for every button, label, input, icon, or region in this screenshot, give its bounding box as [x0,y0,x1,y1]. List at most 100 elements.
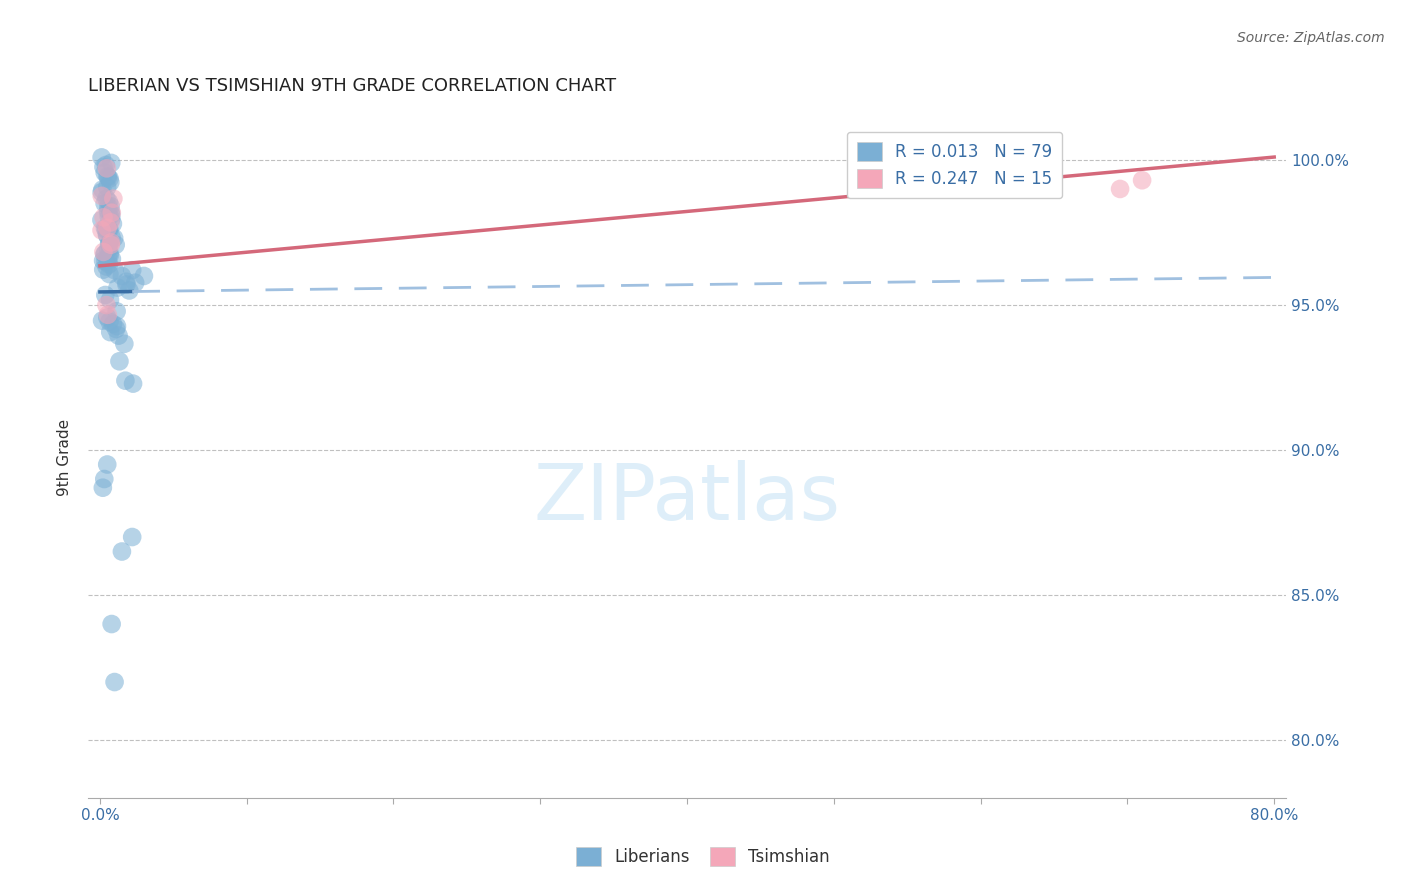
Point [97,204,120,219]
Point [121,530,143,544]
Point [90,223,112,237]
Point [93,472,115,486]
Point [115,275,138,289]
Point [100,205,122,219]
Point [97,170,120,185]
Point [90,150,112,164]
Point [121,263,143,277]
Point [96,180,118,194]
Point [90,213,112,227]
Point [98,246,121,260]
Point [100,235,122,250]
Point [94,221,117,235]
Point [132,268,155,283]
Point [100,237,122,252]
Point [101,252,124,266]
Point [100,617,122,632]
Point [96,227,118,242]
Point [107,280,129,294]
Point [90,185,112,199]
Point [1130,173,1153,187]
Y-axis label: 9th Grade: 9th Grade [58,418,72,496]
Point [97,200,120,214]
Point [103,231,125,245]
Point [94,158,117,172]
Point [93,244,115,259]
Point [98,314,121,328]
Point [91,253,114,268]
Point [94,247,117,261]
Point [101,206,124,220]
Point [90,189,112,203]
Point [105,304,128,318]
Point [97,251,120,265]
Point [111,544,134,558]
Point [93,247,115,261]
Point [103,675,125,690]
Point [98,223,121,237]
Point [98,325,121,339]
Point [96,260,118,274]
Point [1109,182,1132,196]
Point [93,211,115,225]
Legend: R = 0.013   N = 79, R = 0.247   N = 15: R = 0.013 N = 79, R = 0.247 N = 15 [846,132,1062,198]
Point [96,228,118,243]
Point [100,215,122,229]
Point [98,248,121,262]
Point [93,196,115,211]
Point [96,298,118,312]
Point [105,322,128,336]
Point [100,211,122,226]
Point [96,161,118,176]
Point [94,254,117,268]
Point [98,257,121,271]
Text: LIBERIAN VS TSIMSHIAN 9TH GRADE CORRELATION CHART: LIBERIAN VS TSIMSHIAN 9TH GRADE CORRELAT… [89,78,616,95]
Point [96,192,118,206]
Point [98,175,121,189]
Point [98,236,121,251]
Point [101,317,124,331]
Point [100,230,122,244]
Point [91,313,114,327]
Point [100,208,122,222]
Point [96,458,118,472]
Point [96,310,118,325]
Point [98,171,121,186]
Point [97,242,120,256]
Point [100,199,122,213]
Point [97,194,120,209]
Point [107,328,129,343]
Point [108,354,131,368]
Point [122,376,145,391]
Point [96,220,118,235]
Point [101,217,124,231]
Point [98,267,121,281]
Text: ZIPatlas: ZIPatlas [533,460,841,536]
Point [91,262,114,277]
Point [114,374,136,388]
Point [103,263,125,277]
Point [91,481,114,495]
Point [97,210,120,224]
Point [100,156,122,170]
Point [98,293,121,307]
Point [93,165,115,179]
Point [96,169,118,184]
Point [112,336,135,351]
Legend: Liberians, Tsimshian: Liberians, Tsimshian [569,840,837,873]
Text: Source: ZipAtlas.com: Source: ZipAtlas.com [1237,31,1385,45]
Point [124,276,146,290]
Point [104,237,127,252]
Point [91,182,114,196]
Point [103,192,125,206]
Point [96,223,118,237]
Point [105,319,128,334]
Point [97,308,120,322]
Point [118,284,141,298]
Point [115,277,138,292]
Point [111,268,134,283]
Point [97,222,120,236]
Point [93,160,115,174]
Point [98,237,121,252]
Point [94,288,117,302]
